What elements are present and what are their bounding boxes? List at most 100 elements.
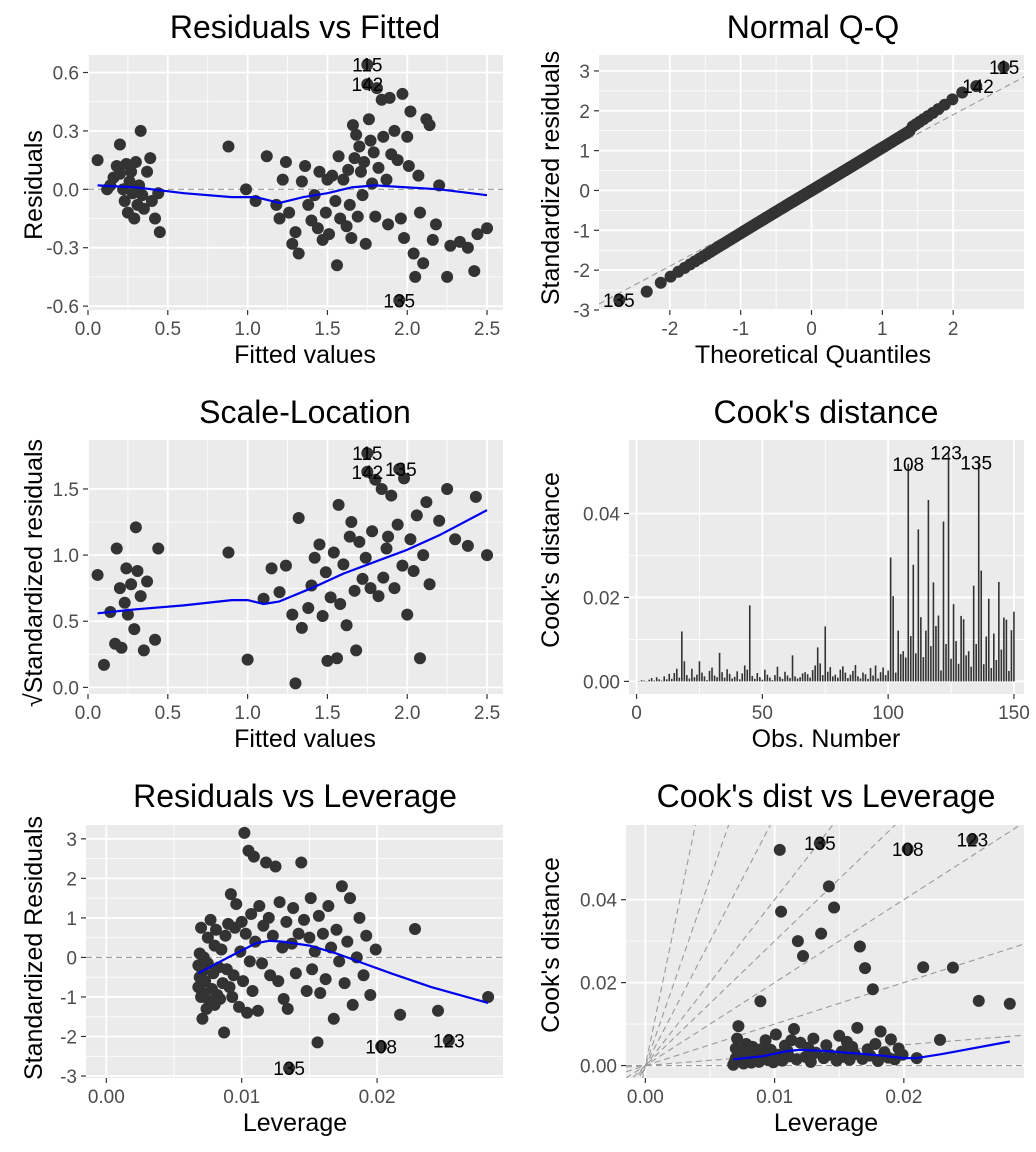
x-tick-label: 1.0 bbox=[234, 319, 260, 340]
data-point bbox=[302, 602, 315, 615]
data-point bbox=[773, 843, 786, 856]
plot-title: Residuals vs Fitted bbox=[170, 9, 440, 45]
y-tick-label: 3 bbox=[66, 830, 77, 851]
data-point bbox=[398, 472, 411, 485]
y-tick-label: 0.02 bbox=[583, 588, 620, 609]
point-label: 135 bbox=[383, 291, 415, 312]
data-point bbox=[481, 549, 494, 562]
plot-panel bbox=[88, 55, 503, 310]
data-point bbox=[125, 165, 138, 178]
data-point bbox=[303, 931, 316, 944]
data-point bbox=[394, 212, 407, 225]
data-point bbox=[343, 530, 356, 543]
data-point bbox=[321, 654, 334, 667]
data-point bbox=[337, 558, 350, 571]
point-label: 108 bbox=[365, 1037, 397, 1058]
cooks-dist-vs-leverage-plot: 0.00 0.01 0.02 0.00 0.02 0.04 135 108 123 Cook's … bbox=[537, 778, 1024, 1137]
data-point bbox=[398, 231, 411, 244]
data-point bbox=[199, 975, 212, 988]
data-point bbox=[226, 990, 239, 1003]
data-point bbox=[468, 265, 481, 278]
plot-body bbox=[86, 826, 503, 1075]
data-point bbox=[640, 285, 653, 298]
data-point bbox=[222, 140, 235, 153]
y-tick-label: 0.00 bbox=[580, 1057, 617, 1078]
data-point bbox=[997, 60, 1010, 73]
x-tick-label: 1.5 bbox=[314, 703, 340, 724]
data-point bbox=[449, 533, 462, 546]
data-point bbox=[129, 521, 142, 534]
y-tick-label: -1 bbox=[573, 221, 590, 242]
data-point bbox=[866, 983, 879, 996]
data-point bbox=[260, 856, 273, 869]
data-point bbox=[731, 1032, 744, 1045]
data-point bbox=[393, 294, 406, 307]
y-tick-label: 0.0 bbox=[53, 180, 79, 201]
data-point bbox=[214, 992, 227, 1005]
data-point bbox=[402, 159, 415, 172]
grid-lines bbox=[88, 55, 503, 310]
grid-lines bbox=[626, 825, 1024, 1078]
data-point bbox=[345, 231, 358, 244]
data-point bbox=[134, 590, 147, 603]
data-point bbox=[377, 571, 390, 584]
cooks-contour-line bbox=[638, 825, 771, 1078]
data-point bbox=[306, 963, 319, 976]
data-point bbox=[433, 514, 446, 527]
data-point bbox=[946, 93, 959, 106]
data-point bbox=[370, 82, 383, 95]
data-point bbox=[272, 975, 285, 988]
y-tick-label: -2 bbox=[573, 261, 590, 282]
y-tick-label: -3 bbox=[60, 1067, 77, 1088]
x-tick-label: 0.02 bbox=[359, 1087, 396, 1108]
data-point bbox=[215, 943, 228, 956]
data-point bbox=[348, 584, 361, 597]
y-tick-label: 0.04 bbox=[580, 891, 617, 912]
data-point bbox=[787, 1023, 800, 1036]
x-axis-title: Leverage bbox=[243, 1109, 347, 1137]
data-point bbox=[243, 955, 256, 968]
smooth-line bbox=[97, 184, 488, 204]
data-point bbox=[149, 633, 162, 646]
data-point bbox=[353, 140, 366, 153]
plot-body bbox=[626, 825, 1024, 1078]
data-point bbox=[333, 955, 346, 968]
x-tick-label: 0.00 bbox=[627, 1087, 664, 1108]
data-point bbox=[297, 913, 310, 926]
data-point bbox=[289, 677, 302, 690]
data-point bbox=[149, 212, 162, 225]
data-point bbox=[356, 189, 369, 202]
data-point bbox=[152, 542, 165, 555]
data-point bbox=[323, 228, 336, 241]
plot-title: Normal Q-Q bbox=[727, 9, 899, 45]
y-tick-label: 1.5 bbox=[53, 480, 79, 501]
data-point bbox=[934, 1033, 947, 1046]
data-point bbox=[246, 985, 259, 998]
data-point bbox=[407, 247, 420, 260]
x-tick-label: 2.5 bbox=[474, 703, 500, 724]
data-point bbox=[785, 1034, 798, 1047]
data-point bbox=[754, 995, 767, 1008]
y-tick-label: 0.0 bbox=[53, 678, 79, 699]
y-tick-label: -2 bbox=[60, 1027, 77, 1048]
data-point bbox=[364, 988, 377, 1001]
point-label: 135 bbox=[603, 291, 635, 312]
x-tick-label: 150 bbox=[998, 703, 1030, 724]
plot-panel bbox=[88, 440, 503, 694]
data-point bbox=[289, 967, 302, 980]
data-point bbox=[461, 241, 474, 254]
y-tick-label: 3 bbox=[579, 62, 590, 83]
data-point bbox=[245, 907, 258, 920]
cooks-contour-line bbox=[631, 825, 897, 1078]
data-point bbox=[118, 596, 131, 609]
data-point bbox=[279, 559, 292, 572]
data-point bbox=[429, 218, 442, 231]
data-point bbox=[348, 152, 361, 165]
data-point bbox=[316, 927, 329, 940]
data-point bbox=[377, 130, 390, 143]
data-point bbox=[137, 644, 150, 657]
data-point bbox=[388, 124, 401, 137]
data-point bbox=[91, 154, 104, 167]
data-point bbox=[401, 130, 414, 143]
data-point bbox=[388, 582, 401, 595]
